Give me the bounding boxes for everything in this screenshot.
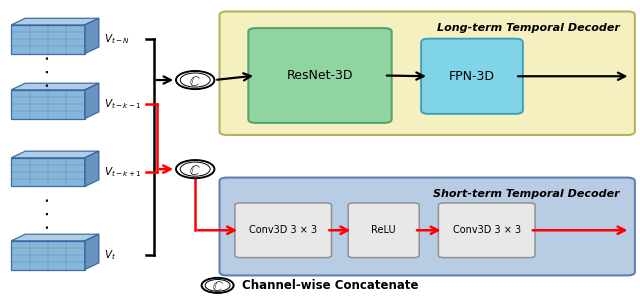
Polygon shape (85, 234, 99, 270)
Text: ·  ·  ·: · · · (42, 55, 54, 87)
Text: FPN-3D: FPN-3D (449, 70, 495, 83)
FancyBboxPatch shape (220, 178, 635, 275)
Text: $V_{t-k+1}$: $V_{t-k+1}$ (104, 165, 142, 179)
Circle shape (180, 73, 210, 87)
Text: ResNet-3D: ResNet-3D (287, 69, 353, 82)
Text: Short-term Temporal Decoder: Short-term Temporal Decoder (433, 189, 620, 199)
Text: Conv3D 3 × 3: Conv3D 3 × 3 (452, 225, 521, 235)
Text: $\mathbb{C}$: $\mathbb{C}$ (212, 280, 223, 294)
Polygon shape (11, 83, 99, 90)
Text: ·  ·  ·: · · · (42, 197, 54, 229)
Circle shape (205, 280, 230, 291)
FancyBboxPatch shape (438, 203, 535, 258)
FancyBboxPatch shape (11, 158, 85, 186)
Text: $\mathbb{C}$: $\mathbb{C}$ (189, 164, 201, 178)
Text: Long-term Temporal Decoder: Long-term Temporal Decoder (436, 23, 620, 33)
Text: $V_{t-N}$: $V_{t-N}$ (104, 32, 130, 46)
Polygon shape (11, 151, 99, 158)
FancyBboxPatch shape (235, 203, 332, 258)
Text: Conv3D 3 × 3: Conv3D 3 × 3 (249, 225, 317, 235)
Circle shape (180, 162, 210, 176)
FancyBboxPatch shape (348, 203, 419, 258)
Circle shape (202, 278, 234, 293)
Polygon shape (85, 18, 99, 54)
Polygon shape (85, 151, 99, 186)
Polygon shape (11, 234, 99, 241)
FancyBboxPatch shape (248, 28, 392, 123)
Text: Channel-wise Concatenate: Channel-wise Concatenate (242, 279, 419, 292)
Circle shape (176, 71, 214, 89)
Circle shape (176, 160, 214, 178)
Polygon shape (11, 18, 99, 25)
FancyBboxPatch shape (11, 25, 85, 54)
FancyBboxPatch shape (11, 241, 85, 270)
FancyBboxPatch shape (421, 39, 523, 114)
FancyBboxPatch shape (11, 90, 85, 118)
Text: ReLU: ReLU (371, 225, 396, 235)
Text: $\mathbb{C}$: $\mathbb{C}$ (189, 75, 201, 88)
Polygon shape (85, 83, 99, 118)
Text: $V_{t-k-1}$: $V_{t-k-1}$ (104, 97, 142, 111)
FancyBboxPatch shape (220, 11, 635, 135)
Text: $V_t$: $V_t$ (104, 248, 116, 262)
